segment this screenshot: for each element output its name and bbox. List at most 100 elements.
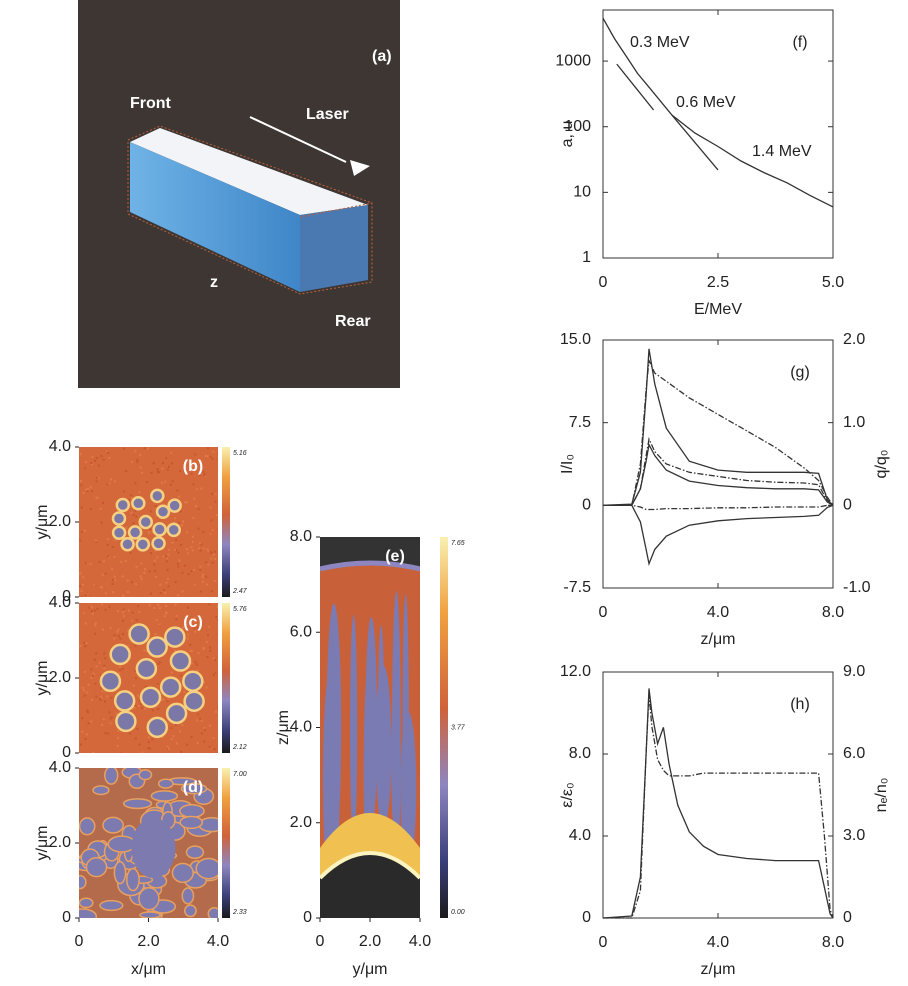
texture [182, 520, 185, 523]
texture [86, 691, 89, 694]
texture [154, 507, 157, 510]
texture [190, 650, 193, 653]
texture [93, 609, 96, 612]
texture [193, 497, 196, 500]
texture [161, 736, 164, 739]
texture [121, 611, 124, 614]
texture [154, 569, 157, 572]
texture [126, 591, 129, 594]
texture [133, 706, 136, 709]
texture [199, 569, 202, 572]
texture [83, 694, 86, 697]
y-tick-label: 0 [582, 497, 591, 514]
y-axis-label: z/μm [275, 710, 292, 745]
y-axis-label: y/μm [34, 505, 51, 540]
y-tick-label: 0 [843, 909, 852, 926]
texture [149, 528, 152, 531]
texture [95, 456, 98, 459]
texture [170, 451, 173, 454]
texture [79, 897, 94, 909]
texture [202, 646, 205, 649]
texture [192, 517, 195, 520]
y-tick-label: 15.0 [560, 331, 591, 348]
y-tick-label: 4.0 [49, 759, 71, 776]
texture [106, 695, 109, 698]
texture [204, 454, 207, 457]
texture [204, 728, 207, 731]
texture [163, 615, 166, 618]
texture [164, 555, 167, 558]
texture [104, 657, 107, 660]
texture [121, 667, 124, 670]
texture [147, 736, 150, 739]
texture [199, 590, 202, 593]
texture [177, 565, 180, 568]
texture [162, 698, 165, 701]
texture [200, 720, 203, 723]
texture [162, 462, 165, 465]
x-tick-label: 8.0 [822, 604, 844, 621]
texture [132, 684, 135, 687]
texture [134, 450, 137, 453]
texture [120, 536, 135, 552]
texture [144, 568, 147, 571]
texture [132, 513, 135, 516]
texture [179, 803, 205, 819]
texture [212, 657, 215, 660]
texture [174, 580, 177, 583]
texture [96, 496, 99, 499]
texture [178, 559, 181, 562]
texture [155, 576, 158, 579]
texture [138, 769, 153, 781]
texture [203, 726, 206, 729]
texture [79, 644, 82, 647]
texture [95, 480, 98, 483]
texture [117, 610, 120, 613]
texture [191, 465, 194, 468]
texture [159, 592, 162, 595]
texture [206, 548, 209, 551]
texture [89, 486, 92, 489]
panel-label: (g) [790, 364, 810, 381]
texture [141, 751, 144, 753]
texture [113, 634, 116, 637]
texture [100, 454, 103, 457]
texture [110, 696, 113, 699]
texture [320, 560, 420, 572]
texture [215, 710, 218, 713]
texture [217, 706, 218, 709]
texture [97, 477, 100, 480]
texture [95, 652, 98, 655]
texture [113, 861, 127, 885]
texture [90, 720, 93, 723]
texture [217, 528, 218, 531]
texture [200, 543, 203, 546]
texture [145, 481, 148, 484]
texture [147, 447, 150, 450]
texture [108, 711, 111, 714]
texture [108, 605, 111, 608]
texture [104, 700, 107, 703]
texture [211, 492, 214, 495]
texture [113, 480, 116, 483]
texture [101, 690, 104, 693]
texture [162, 555, 165, 558]
series-line [616, 63, 655, 111]
series-line [603, 693, 834, 919]
texture [180, 783, 208, 795]
texture [147, 532, 150, 535]
y-tick-label: 2.0 [49, 513, 71, 530]
texture [151, 738, 154, 741]
colorbar [222, 768, 230, 918]
panel-label: (b) [183, 458, 203, 475]
texture [86, 711, 89, 714]
texture [159, 583, 162, 586]
texture [99, 899, 124, 912]
texture [179, 544, 182, 547]
texture [100, 521, 103, 524]
texture [109, 478, 112, 481]
x-tick-label: 4.0 [207, 933, 229, 950]
texture [79, 479, 82, 482]
texture [85, 562, 88, 565]
